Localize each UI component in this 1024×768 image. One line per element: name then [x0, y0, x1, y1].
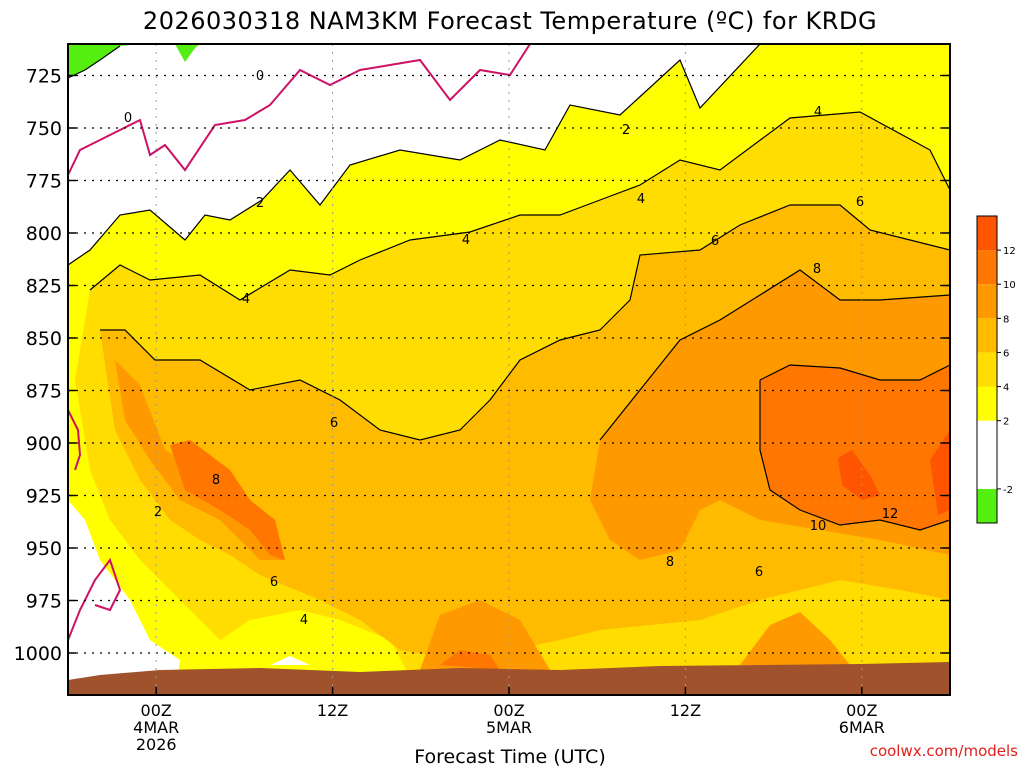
- colorbar-frame: [976, 215, 998, 524]
- colorbar-segment: [977, 488, 997, 523]
- contour-8: [599, 269, 950, 441]
- contour-0-side: [68, 409, 82, 471]
- band-10-to-12: [760, 365, 950, 530]
- colorbar-tick-label: 4: [1003, 383, 1009, 394]
- band-12-to-14: [838, 450, 880, 500]
- y-tick-label: 925: [26, 486, 62, 508]
- y-tick-label: 825: [26, 276, 62, 298]
- band-8-to-10-ground-2: [740, 612, 850, 665]
- colorbar-tick-label: 12: [1003, 246, 1016, 257]
- colorbar-segment: [977, 420, 997, 455]
- contour-label: 4: [814, 105, 822, 120]
- y-tick-label: 1000: [14, 643, 62, 665]
- contour-6: [100, 204, 950, 441]
- credit-text: coolwx.com/models: [870, 742, 1018, 760]
- y-tick-label: 950: [26, 538, 62, 560]
- contour-label: 4: [300, 613, 308, 628]
- band-0-to-2-patch: [270, 656, 310, 665]
- grid-lines: [68, 44, 950, 695]
- band-12-to-14-right: [930, 430, 950, 515]
- band-10-to-12-left: [170, 440, 285, 560]
- colorbar-tick-label: 6: [1003, 348, 1009, 359]
- colorbar-tick-label: 10: [1003, 280, 1016, 291]
- chart-title: 2026030318 NAM3KM Forecast Temperature (…: [143, 7, 877, 35]
- x-tick-label: 5MAR: [486, 718, 532, 737]
- contour-label: 6: [755, 565, 763, 580]
- y-tick-label: 975: [26, 591, 62, 613]
- contour-label: 8: [813, 262, 821, 277]
- contour-label: 4: [462, 233, 470, 248]
- colorbar-tick-label: 8: [1003, 314, 1009, 325]
- colorbar: -2 2 4 6 8 10 12: [976, 215, 1016, 524]
- colorbar-segment: [977, 386, 997, 421]
- contour-label: 8: [666, 555, 674, 570]
- colorbar-tick-label: 2: [1003, 417, 1009, 428]
- contour-label: 6: [330, 416, 338, 431]
- band-10-to-12-ground: [440, 650, 500, 670]
- colorbar-segment: [977, 284, 997, 319]
- contour-0-upper: [68, 44, 531, 176]
- band-below-minus-2-small: [175, 44, 200, 62]
- contour-0-lower: [68, 557, 122, 641]
- y-tick-label: 775: [26, 171, 62, 193]
- contour-label: 6: [711, 234, 719, 249]
- plot-area: [68, 44, 950, 695]
- contour-labels: 0 0 2 2 2 4 4 4 4 4 6 6 6 6 6 8 8 8 10 12: [124, 69, 898, 628]
- contour-label: 4: [242, 292, 250, 307]
- x-tick-label: 6MAR: [839, 718, 885, 737]
- colorbar-segment: [977, 216, 997, 251]
- contour-label: 12: [882, 507, 899, 522]
- y-tick-label: 800: [26, 223, 62, 245]
- y-tick-label: 900: [26, 433, 62, 455]
- colorbar-segment: [977, 250, 997, 285]
- contour-label: 8: [212, 473, 220, 488]
- contour-label: 2: [154, 505, 162, 520]
- band-0-to-2-lower: [68, 500, 180, 695]
- colorbar-segment: [977, 352, 997, 387]
- band-below-minus-2: [68, 44, 140, 78]
- contour-label: 0: [256, 69, 264, 84]
- colorbar-tick-label: -2: [1003, 485, 1013, 496]
- x-tick-label: 00Z: [493, 701, 524, 720]
- y-tick-label: 850: [26, 328, 62, 350]
- colorbar-segment: [977, 318, 997, 353]
- x-tick-label: 4MAR: [133, 718, 179, 737]
- x-tick-label: 00Z: [846, 701, 877, 720]
- band-0-to-2: [68, 44, 760, 265]
- contour-label: 6: [270, 575, 278, 590]
- x-tick-label: 2026: [136, 735, 177, 754]
- x-tick-label: 12Z: [670, 701, 701, 720]
- contour-label: 4: [637, 192, 645, 207]
- x-axis-label: Forecast Time (UTC): [414, 746, 605, 768]
- x-tick-label: 00Z: [141, 701, 172, 720]
- contour-4: [89, 111, 950, 301]
- contour-label: 2: [256, 196, 264, 211]
- x-tick-label: 12Z: [317, 701, 348, 720]
- y-tick-label: 875: [26, 381, 62, 403]
- contour-2: [68, 44, 761, 266]
- ground-below-surface: [68, 662, 950, 695]
- contour-label: 6: [856, 195, 864, 210]
- contour-10: [759, 364, 950, 531]
- contour-label: 10: [810, 519, 827, 534]
- contour-minus-2: [68, 45, 121, 79]
- contour-label: 2: [622, 123, 630, 138]
- y-tick-label: 725: [26, 66, 62, 88]
- contour-label: 0: [124, 111, 132, 126]
- colorbar-segment: [977, 454, 997, 489]
- y-tick-label: 750: [26, 118, 62, 140]
